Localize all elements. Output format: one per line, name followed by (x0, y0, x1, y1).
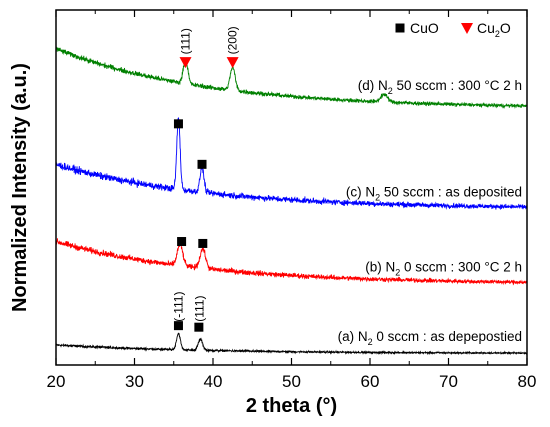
cuo-marker-3 (198, 238, 208, 248)
series-layer (55, 46, 528, 356)
series-line-2 (55, 117, 528, 211)
cuo-marker-4 (173, 119, 183, 129)
peak-label-3: (200) (226, 26, 240, 54)
cuo-marker-2 (177, 237, 187, 247)
x-tick-label-5: 70 (439, 372, 458, 391)
cu2o-marker-6 (179, 57, 192, 69)
legend-cuo-marker (395, 23, 405, 33)
peak-label-2: (111) (179, 28, 193, 54)
series-label-2: (c) N2 50 sccm : as deposited (346, 184, 522, 202)
series-label-3: (d) N2 50 sccm : 300 °C 2 h (358, 78, 522, 96)
y-axis-title: Normalized Intensity (a.u.) (9, 63, 31, 312)
x-axis-title: 2 theta (°) (246, 395, 337, 417)
cuo-marker-5 (197, 159, 207, 169)
legend-cu2o-label: Cu2O (477, 20, 511, 39)
cu2o-marker-7 (226, 57, 239, 69)
legend: CuO Cu2O (395, 20, 511, 39)
legend-cuo-label: CuO (410, 20, 439, 36)
marker-layer (173, 57, 239, 332)
x-tick-label-6: 80 (518, 372, 537, 391)
peak-label-0: (-111) (171, 292, 185, 322)
label-layer: (-111) (111) (111) (200) (a) N2 0 sccm : as … (171, 26, 522, 347)
series-line-0 (55, 332, 528, 356)
axes-layer: 20 30 40 50 60 70 80 2 theta (°) Normalized Inte… (9, 9, 537, 417)
cuo-marker-1 (194, 322, 204, 332)
x-tick-label-4: 60 (361, 372, 380, 391)
series-label-1: (b) N2 0 sccm : 300 °C 2 h (365, 260, 522, 278)
peak-label-1: (111) (193, 296, 207, 322)
x-tick-label-3: 50 (282, 372, 301, 391)
x-tick-label-0: 20 (47, 372, 66, 391)
series-line-3 (55, 46, 528, 109)
x-tick-label-1: 30 (125, 372, 144, 391)
cuo-marker-0 (173, 321, 183, 331)
x-tick-label-2: 40 (204, 372, 223, 391)
series-line-1 (55, 238, 528, 286)
series-label-0: (a) N2 0 sccm : as depepostied (338, 329, 522, 347)
legend-cu2o-marker (461, 23, 473, 34)
